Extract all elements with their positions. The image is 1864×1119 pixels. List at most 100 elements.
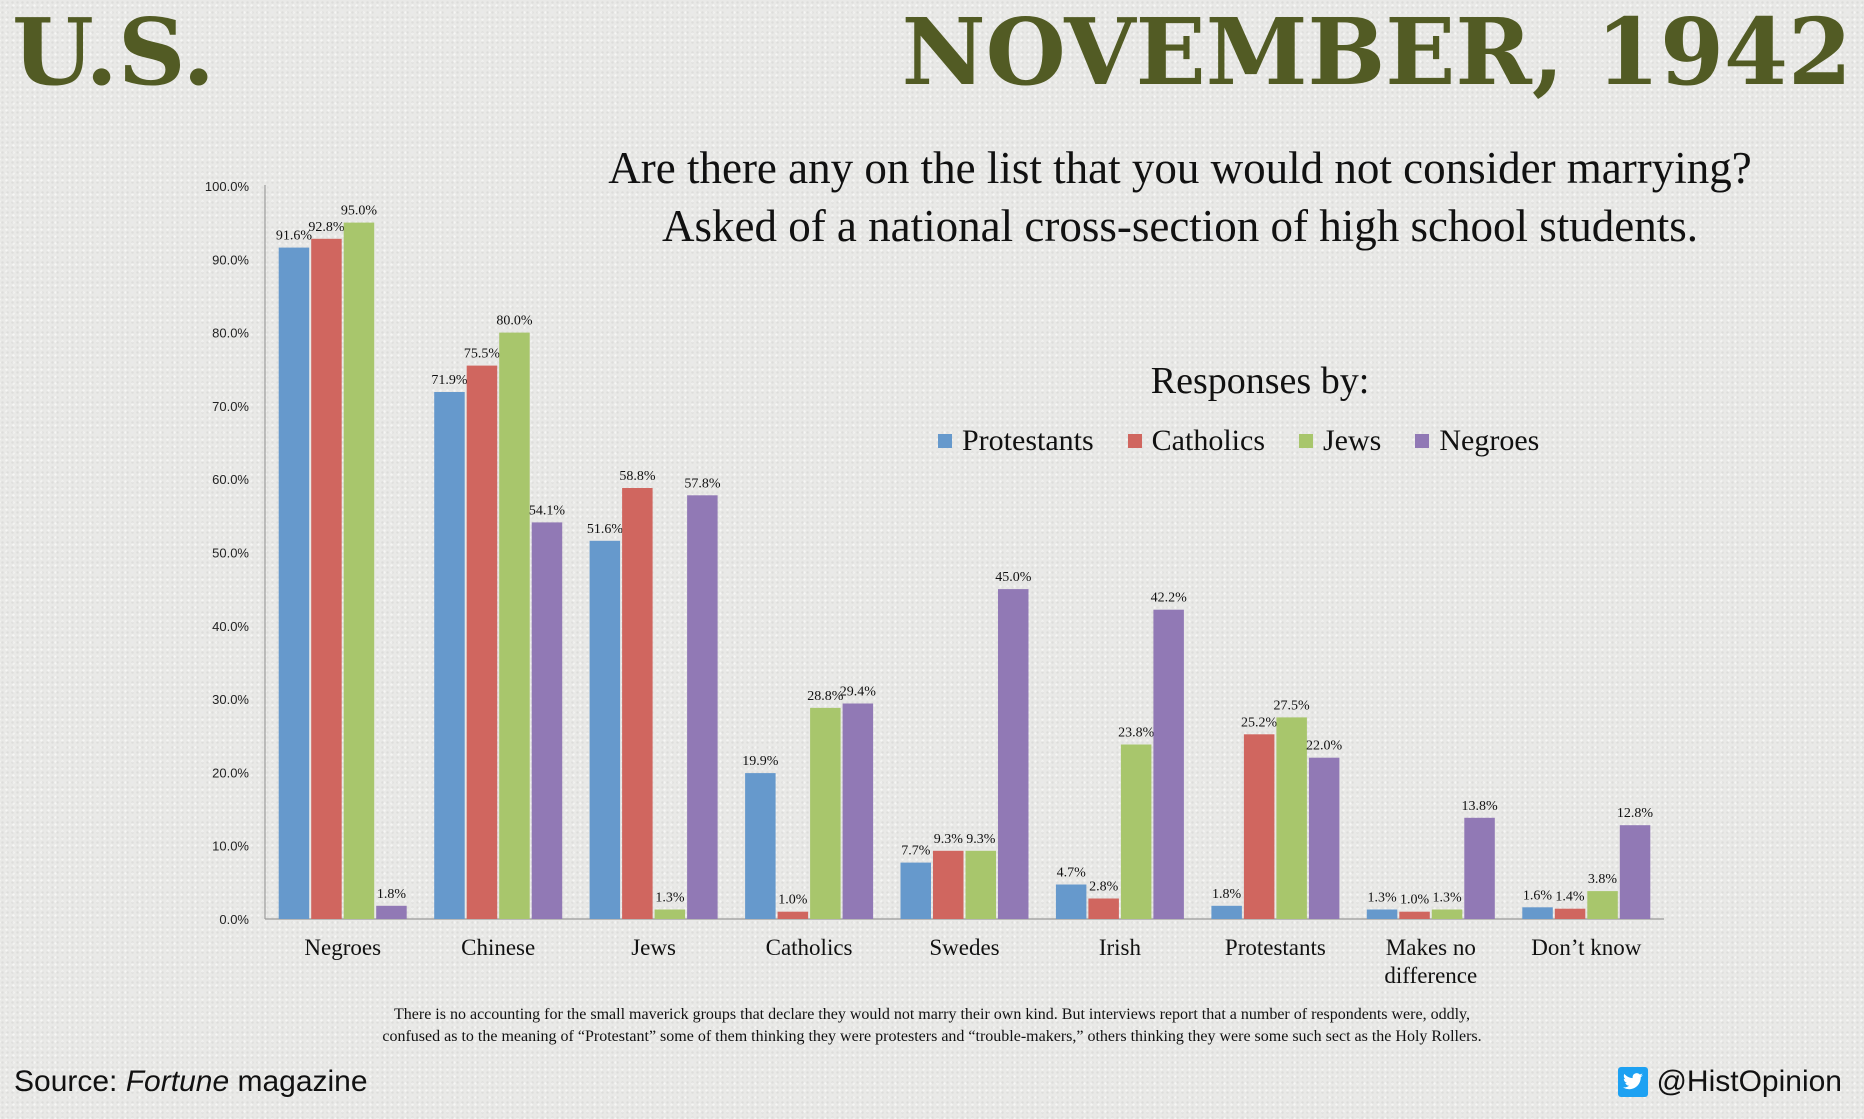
x-category-label: Jews bbox=[631, 935, 676, 960]
twitter-icon bbox=[1618, 1067, 1649, 1097]
bar-protestants-protestants bbox=[1211, 905, 1242, 919]
legend-item-protestants: Protestants bbox=[938, 424, 1094, 458]
y-tick-label: 30.0% bbox=[212, 692, 249, 707]
data-label: 13.8% bbox=[1462, 799, 1499, 814]
legend-label-protestants: Protestants bbox=[962, 424, 1094, 457]
x-category-label: Don’t know bbox=[1531, 935, 1641, 960]
data-label: 4.7% bbox=[1057, 866, 1087, 881]
data-label: 3.8% bbox=[1588, 872, 1618, 887]
legend-item-jews: Jews bbox=[1299, 424, 1381, 458]
bar-catholics-makes-no-difference bbox=[1399, 911, 1430, 919]
bar-protestants-swedes bbox=[900, 862, 931, 919]
twitter-handle[interactable]: @HistOpinion bbox=[1618, 1062, 1842, 1102]
data-label: 1.6% bbox=[1523, 888, 1553, 903]
x-category-label: Catholics bbox=[766, 935, 853, 960]
bar-catholics-irish bbox=[1088, 898, 1119, 919]
legend-item-negroes: Negroes bbox=[1415, 424, 1539, 458]
data-label: 9.3% bbox=[934, 832, 964, 847]
bar-jews-swedes bbox=[965, 850, 996, 919]
bar-jews-chinese bbox=[499, 332, 530, 920]
bar-jews-negroes bbox=[343, 222, 375, 920]
bar-negroes-negroes bbox=[376, 905, 407, 919]
question-line-1: Are there any on the list that you would… bbox=[608, 143, 1752, 193]
legend: Protestants Catholics Jews Negroes bbox=[938, 420, 1539, 462]
bar-negroes-catholics bbox=[842, 703, 874, 919]
bar-negroes-don-t-know bbox=[1619, 825, 1651, 919]
bar-negroes-irish bbox=[1153, 609, 1184, 919]
x-category-label: Negroes bbox=[304, 935, 381, 960]
bar-negroes-chinese bbox=[531, 522, 563, 919]
data-label: 25.2% bbox=[1241, 715, 1278, 730]
twitter-handle-text: @HistOpinion bbox=[1656, 1065, 1842, 1098]
data-label: 51.6% bbox=[587, 522, 624, 537]
source-credit: Source: Fortune magazine bbox=[14, 1062, 368, 1102]
bar-catholics-swedes bbox=[933, 850, 964, 919]
y-tick-label: 60.0% bbox=[212, 472, 249, 487]
y-tick-label: 10.0% bbox=[212, 839, 249, 854]
data-label: 23.8% bbox=[1118, 726, 1155, 741]
bar-catholics-protestants bbox=[1243, 734, 1275, 919]
data-label: 1.8% bbox=[1212, 887, 1242, 902]
bar-protestants-makes-no-difference bbox=[1366, 909, 1398, 919]
data-label: 27.5% bbox=[1274, 698, 1311, 713]
bar-jews-don-t-know bbox=[1587, 891, 1618, 919]
bar-protestants-chinese bbox=[434, 392, 465, 919]
source-prefix: Source: bbox=[14, 1065, 126, 1098]
x-category-label: Swedes bbox=[929, 935, 999, 960]
bar-negroes-jews bbox=[687, 495, 718, 919]
data-label: 1.8% bbox=[377, 887, 407, 902]
footnote-line-1: There is no accounting for the small mav… bbox=[394, 1006, 1470, 1023]
footnote-line-2: confused as to the meaning of “Protestan… bbox=[382, 1028, 1482, 1045]
data-label: 7.7% bbox=[901, 844, 931, 859]
bar-negroes-protestants bbox=[1308, 757, 1340, 919]
x-category-label: Makes no difference bbox=[1384, 935, 1477, 988]
x-category-label: Chinese bbox=[461, 935, 535, 960]
footnote: There is no accounting for the small mav… bbox=[260, 1004, 1604, 1048]
bar-jews-irish bbox=[1120, 744, 1152, 919]
legend-title: Responses by: bbox=[1150, 360, 1370, 402]
bar-protestants-don-t-know bbox=[1522, 907, 1553, 919]
data-label: 12.8% bbox=[1617, 806, 1654, 821]
data-label: 92.8% bbox=[308, 220, 345, 235]
legend-label-negroes: Negroes bbox=[1439, 424, 1540, 457]
bar-protestants-negroes bbox=[278, 247, 310, 920]
data-label: 1.3% bbox=[655, 891, 685, 906]
bar-catholics-jews bbox=[622, 488, 653, 919]
data-label: 1.4% bbox=[1555, 890, 1585, 905]
data-label: 57.8% bbox=[684, 476, 721, 491]
data-label: 1.0% bbox=[1400, 893, 1430, 908]
bar-jews-jews bbox=[654, 909, 686, 919]
legend-swatch-protestants bbox=[938, 434, 952, 448]
x-category-label: Irish bbox=[1099, 935, 1142, 960]
data-label: 1.3% bbox=[1368, 891, 1398, 906]
bar-catholics-chinese bbox=[466, 365, 498, 920]
legend-swatch-jews bbox=[1299, 434, 1313, 448]
y-tick-label: 90.0% bbox=[212, 252, 249, 267]
header-left-title: U.S. bbox=[12, 0, 215, 106]
question-line-2: Asked of a national cross-section of hig… bbox=[661, 201, 1699, 251]
data-label: 95.0% bbox=[341, 204, 378, 219]
data-label: 42.2% bbox=[1151, 591, 1188, 606]
data-label: 29.4% bbox=[840, 685, 877, 700]
y-tick-label: 80.0% bbox=[212, 326, 249, 341]
data-label: 1.0% bbox=[778, 893, 808, 908]
bar-negroes-makes-no-difference bbox=[1464, 817, 1495, 919]
data-label: 22.0% bbox=[1306, 739, 1343, 754]
x-category-label: Protestants bbox=[1225, 935, 1326, 960]
data-label: 19.9% bbox=[742, 754, 779, 769]
bar-jews-catholics bbox=[810, 707, 841, 919]
data-label: 75.5% bbox=[464, 347, 501, 362]
bar-chart: 0.0% 10.0% 20.0% 30.0% 40.0% 50.0% 60.0% 70.0% 8… bbox=[205, 179, 1664, 988]
bar-catholics-catholics bbox=[777, 911, 809, 919]
y-tick-label: 20.0% bbox=[212, 765, 249, 780]
bar-negroes-swedes bbox=[998, 589, 1029, 919]
data-label: 9.3% bbox=[966, 832, 996, 847]
bar-protestants-jews bbox=[589, 540, 621, 919]
bar-jews-protestants bbox=[1276, 717, 1307, 919]
bar-catholics-negroes bbox=[311, 238, 342, 920]
data-label: 28.8% bbox=[807, 689, 844, 704]
bar-jews-makes-no-difference bbox=[1431, 909, 1463, 919]
data-label: 91.6% bbox=[276, 229, 313, 244]
legend-label-catholics: Catholics bbox=[1151, 424, 1265, 457]
source-suffix: magazine bbox=[229, 1065, 368, 1098]
